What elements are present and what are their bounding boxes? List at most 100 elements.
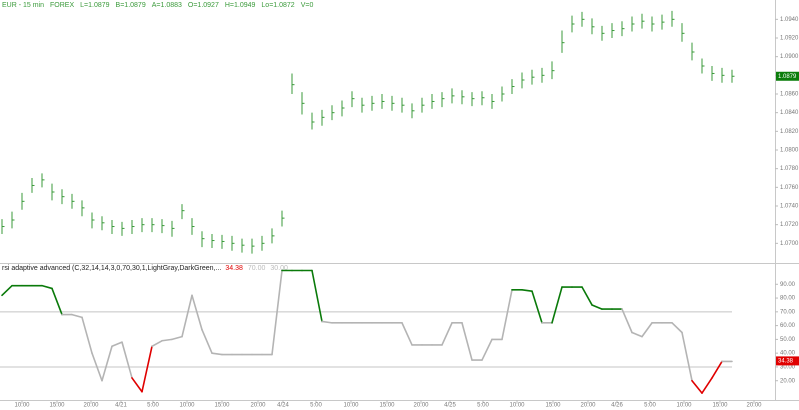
indicator-segment (501, 288, 513, 341)
indicator-segment (121, 341, 133, 379)
y-tick-label: 1.0860 (780, 92, 799, 98)
indicator-segment (631, 331, 643, 338)
y-tick-label: 1.0780 (780, 166, 799, 172)
y-tick-label: 60.00 (780, 323, 796, 329)
x-tick-label: 15:00 (214, 403, 230, 409)
indicator-segment (481, 338, 493, 361)
indicator-segment (141, 345, 153, 393)
header-item: O=1.0927 (188, 2, 219, 9)
x-tick-label: 10:00 (179, 403, 195, 409)
y-tick-label: 1.0740 (780, 204, 799, 210)
indicator-title: rsi adaptive advanced (C,32,14,14,3,0,70… (2, 265, 221, 272)
x-tick-label: 15:00 (379, 403, 395, 409)
x-tick-label: 10:00 (14, 403, 30, 409)
indicator-segment (161, 338, 173, 342)
x-tick-label: 15:00 (49, 403, 65, 409)
indicator-segment (81, 316, 93, 354)
indicator-segment (321, 320, 333, 324)
indicator-segment (191, 294, 203, 331)
indicator-segment (1, 284, 13, 297)
indicator-header-value: 30.00 (270, 265, 288, 272)
indicator-segment (131, 377, 143, 393)
indicator-segment (671, 322, 683, 334)
indicator-segment (461, 322, 473, 361)
y-tick-label: 1.0820 (780, 129, 799, 135)
indicator-segment (181, 294, 193, 338)
y-tick-label: 1.0940 (780, 17, 799, 23)
indicator-segment (41, 284, 53, 290)
x-tick-label: 5:00 (477, 403, 489, 409)
y-tick-label: 30.00 (780, 365, 796, 371)
y-tick-label: 1.0760 (780, 185, 799, 191)
header-item: B=1.0879 (116, 2, 146, 9)
indicator-segment (551, 286, 563, 324)
header-item: V=0 (301, 2, 314, 9)
indicator-segment (581, 286, 593, 306)
x-tick-label: 4/26 (611, 403, 623, 409)
indicator-segment (711, 360, 723, 379)
x-tick-label: 5:00 (644, 403, 656, 409)
x-tick-label: 20:00 (413, 403, 429, 409)
y-tick-label: 1.0720 (780, 222, 799, 228)
x-tick-label: 20:00 (83, 403, 99, 409)
last-price-label: 1.0879 (778, 74, 797, 80)
y-tick-label: 1.0840 (780, 110, 799, 116)
indicator-header-value: 70.00 (248, 265, 266, 272)
x-tick-label: 4/24 (277, 403, 289, 409)
indicator-segment (211, 352, 223, 356)
header-item: EUR - 15 min (2, 2, 44, 9)
y-tick-label: 40.00 (780, 351, 796, 357)
indicator-segment (101, 345, 113, 382)
indicator-segment (171, 335, 183, 341)
header-item: H=1.0949 (225, 2, 256, 9)
indicator-segment (531, 290, 543, 324)
indicator-segment (91, 352, 103, 382)
header-item: L=1.0879 (80, 2, 109, 9)
x-tick-label: 15:00 (545, 403, 561, 409)
indicator-segment (151, 339, 163, 348)
x-tick-label: 5:00 (147, 403, 159, 409)
x-tick-label: 5:00 (310, 403, 322, 409)
x-tick-label: 4/25 (444, 403, 456, 409)
indicator-segment (401, 322, 413, 346)
x-tick-label: 10:00 (343, 403, 359, 409)
indicator-segment (641, 322, 653, 338)
x-tick-label: 20:00 (746, 403, 762, 409)
y-tick-label: 80.00 (780, 296, 796, 302)
indicator-segment (51, 287, 63, 316)
indicator-segment (271, 269, 283, 356)
last-value-label: 34.38 (778, 358, 794, 364)
indicator-segment (691, 379, 703, 394)
indicator-header-value: 34.38 (225, 265, 243, 272)
y-tick-label: 1.0800 (780, 148, 799, 154)
indicator-segment (201, 328, 213, 354)
indicator-segment (71, 313, 83, 319)
indicator-segment (681, 331, 693, 382)
indicator-segment (621, 308, 633, 334)
x-tick-label: 20:00 (580, 403, 596, 409)
y-tick-label: 50.00 (780, 337, 796, 343)
y-tick-label: 1.0900 (780, 54, 799, 60)
y-tick-label: 1.0700 (780, 241, 799, 247)
last-price-box (776, 71, 799, 81)
x-tick-label: 10:00 (509, 403, 525, 409)
header-item: Lo=1.0872 (261, 2, 294, 9)
header-item: FOREX (50, 2, 74, 9)
y-tick-label: 1.0920 (780, 36, 799, 42)
indicator-segment (111, 341, 123, 348)
indicator-segment (441, 322, 453, 346)
x-tick-label: 15:00 (712, 403, 728, 409)
y-tick-label: 20.00 (780, 378, 796, 384)
header-item: A=1.0883 (152, 2, 182, 9)
y-tick-label: 70.00 (780, 309, 796, 315)
x-tick-label: 10:00 (676, 403, 692, 409)
indicator-segment (311, 269, 323, 323)
indicator-segment (591, 304, 603, 310)
y-tick-label: 90.00 (780, 282, 796, 288)
indicator-segment (521, 288, 533, 292)
last-value-box (776, 356, 799, 366)
x-tick-label: 20:00 (250, 403, 266, 409)
indicator-segment (701, 377, 713, 394)
x-tick-label: 4/21 (115, 403, 127, 409)
